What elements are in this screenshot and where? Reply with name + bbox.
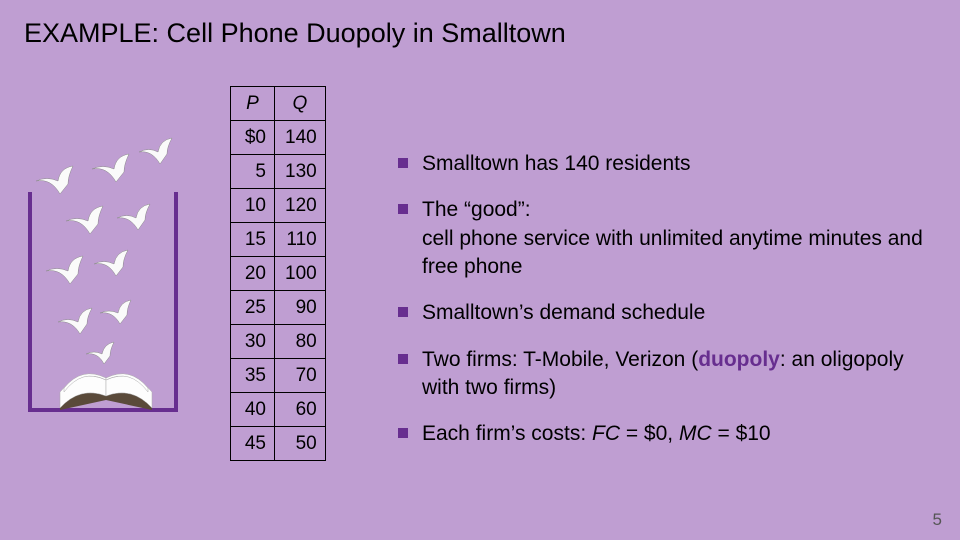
table-row: 15110 <box>231 223 326 257</box>
col-header-q: Q <box>275 87 326 121</box>
bullet-item: Smalltown’s demand schedule <box>398 299 938 327</box>
bullet-list: Smalltown has 140 residents The “good”: … <box>398 150 938 467</box>
table-row: 2590 <box>231 291 326 325</box>
table-row: $0140 <box>231 121 326 155</box>
bullet-text: Smalltown has 140 residents <box>422 152 690 175</box>
bullet-text: Smalltown’s demand schedule <box>422 301 705 324</box>
slide-title: EXAMPLE: Cell Phone Duopoly in Smalltown <box>24 18 566 49</box>
bullet-text: The “good”: <box>422 198 531 221</box>
demand-schedule-table: P Q $0140 5130 10120 15110 20100 2590 30… <box>230 86 326 461</box>
table-row: 3080 <box>231 325 326 359</box>
bullet-text: Each firm’s costs: <box>422 422 592 445</box>
table-row: 4550 <box>231 427 326 461</box>
bullet-text: Two firms: T-Mobile, Verizon ( <box>422 348 698 371</box>
bullet-item: The “good”: cell phone service with unli… <box>398 196 938 281</box>
bullet-text: = $10 <box>712 422 771 445</box>
table-row: 5130 <box>231 155 326 189</box>
col-header-p: P <box>231 87 275 121</box>
italic-fc: FC <box>592 422 620 445</box>
bullet-item: Smalltown has 140 residents <box>398 150 938 178</box>
italic-mc: MC <box>679 422 712 445</box>
table-row: 10120 <box>231 189 326 223</box>
page-number: 5 <box>933 510 942 530</box>
bullet-item: Two firms: T-Mobile, Verizon (duopoly: a… <box>398 346 938 403</box>
bullet-item: Each firm’s costs: FC = $0, MC = $10 <box>398 420 938 448</box>
table-row: 3570 <box>231 359 326 393</box>
bullet-subtext: cell phone service with unlimited anytim… <box>422 225 938 282</box>
table-row: 20100 <box>231 257 326 291</box>
bullet-text: = $0, <box>620 422 679 445</box>
birds-and-book-icon <box>20 134 190 424</box>
table-row: 4060 <box>231 393 326 427</box>
table-header-row: P Q <box>231 87 326 121</box>
emphasis-duopoly: duopoly <box>698 348 780 371</box>
